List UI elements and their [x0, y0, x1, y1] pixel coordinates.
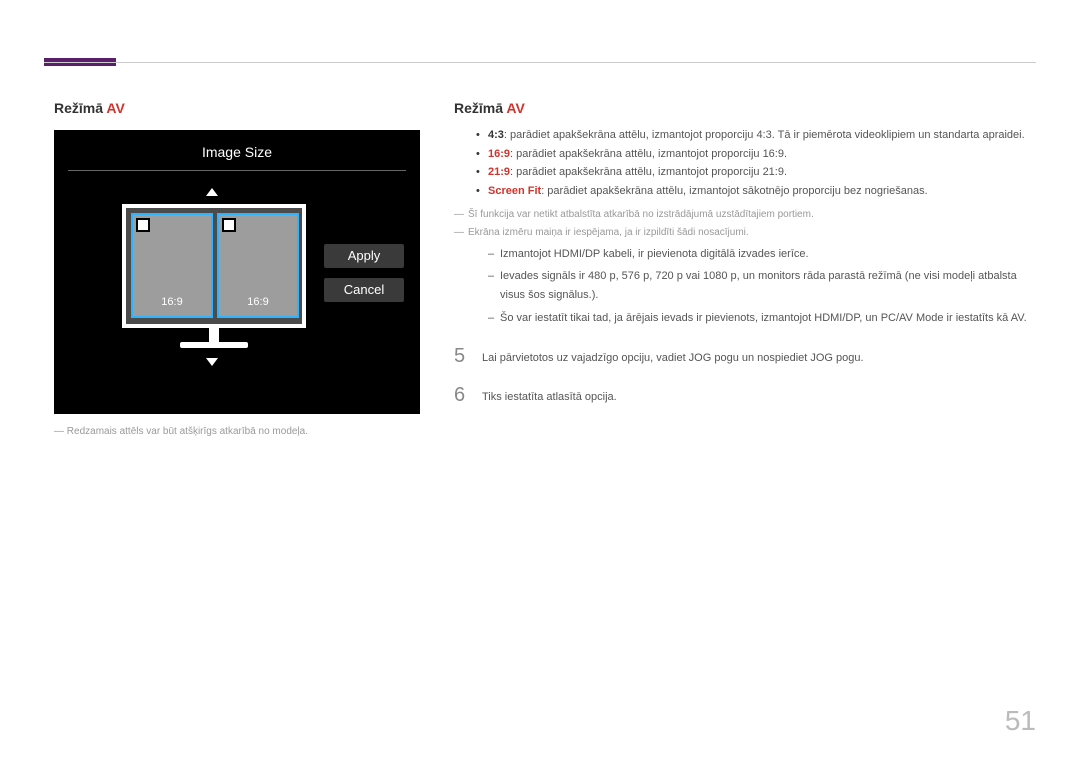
dash-note: Ekrāna izmēru maiņa ir iespējama, ja ir … [454, 225, 1036, 241]
step-number: 6 [454, 385, 482, 405]
text-mid: ir iestatīts kā [943, 312, 1010, 324]
list-item: 21:9: parādiet apakšekrāna attēlu, izman… [476, 163, 1036, 182]
option-text: : parādiet apakšekrāna attēlu, izmantojo… [504, 129, 1025, 141]
option-text: : parādiet apakšekrāna attēlu, izmantojo… [541, 185, 927, 197]
arrow-up-icon[interactable] [206, 188, 218, 196]
list-item: 16:9: parādiet apakšekrāna attēlu, izman… [476, 145, 1036, 164]
sub-dash-item: Ievades signāls ir 480 p, 576 p, 720 p v… [488, 267, 1036, 304]
monitor-illustration: 16:9 16:9 [122, 204, 306, 328]
osd-title: Image Size [54, 144, 420, 160]
list-item: Screen Fit: parādiet apakšekrāna attēlu,… [476, 182, 1036, 201]
step-row: 6 Tiks iestatīta atlasītā opcija. [454, 385, 1036, 407]
screen-region-right: 16:9 [217, 213, 299, 318]
option-term: 16:9 [488, 148, 510, 160]
header-divider [44, 62, 1036, 63]
options-list: 4:3: parādiet apakšekrāna attēlu, izmant… [476, 126, 1036, 201]
highlight-term: AV [1011, 312, 1024, 324]
osd-panel: Image Size 16:9 16:9 Apply Cancel [54, 130, 420, 414]
option-term: 21:9 [488, 166, 510, 178]
step-text: Lai pārvietotos uz vajadzīgo opciju, vad… [482, 346, 864, 368]
title-prefix: Režīmā [54, 100, 106, 116]
ratio-label-right: 16:9 [219, 296, 297, 308]
right-section-title: Režīmā AV [454, 100, 1036, 116]
arrow-down-icon[interactable] [206, 358, 218, 366]
page-number: 51 [1005, 705, 1036, 737]
left-column: Režīmā AV Image Size 16:9 16:9 Apply Can… [54, 100, 420, 439]
highlight-term: PC/AV Mode [881, 312, 944, 324]
step-row: 5 Lai pārvietotos uz vajadzīgo opciju, v… [454, 346, 1036, 368]
option-text: : parādiet apakšekrāna attēlu, izmantojo… [510, 148, 787, 160]
option-term: Screen Fit [488, 185, 541, 197]
title-prefix: Režīmā [454, 100, 506, 116]
title-highlight: AV [106, 100, 124, 116]
sub-dash-list: Izmantojot HDMI/DP kabeli, ir pievienota… [488, 245, 1036, 328]
sub-dash-item: Šo var iestatīt tikai tad, ja ārējais ie… [488, 309, 1036, 328]
apply-button[interactable]: Apply [324, 244, 404, 268]
pip-marker-icon [222, 218, 236, 232]
sub-dash-item: Izmantojot HDMI/DP kabeli, ir pievienota… [488, 245, 1036, 264]
pip-marker-icon [136, 218, 150, 232]
option-term: 4:3 [488, 129, 504, 141]
dash-note: Šī funkcija var netikt atbalstīta atkarī… [454, 207, 1036, 223]
monitor-stand-base [180, 342, 248, 348]
cancel-button[interactable]: Cancel [324, 278, 404, 302]
text-prefix: Šo var iestatīt tikai tad, ja ārējais ie… [500, 312, 881, 324]
list-item: 4:3: parādiet apakšekrāna attēlu, izmant… [476, 126, 1036, 145]
title-highlight: AV [506, 100, 524, 116]
screen-region-left: 16:9 [131, 213, 213, 318]
dash-notes: Šī funkcija var netikt atbalstīta atkarī… [454, 207, 1036, 241]
ratio-label-left: 16:9 [133, 296, 211, 308]
step-text: Tiks iestatīta atlasītā opcija. [482, 385, 617, 407]
left-section-title: Režīmā AV [54, 100, 420, 116]
image-disclaimer: Redzamais attēls var būt atšķirīgs atkar… [54, 424, 420, 439]
step-number: 5 [454, 346, 482, 366]
text-suffix: . [1024, 312, 1027, 324]
osd-divider [68, 170, 406, 171]
right-column: Režīmā AV 4:3: parādiet apakšekrāna attē… [454, 100, 1036, 407]
option-text: : parādiet apakšekrāna attēlu, izmantojo… [510, 166, 787, 178]
